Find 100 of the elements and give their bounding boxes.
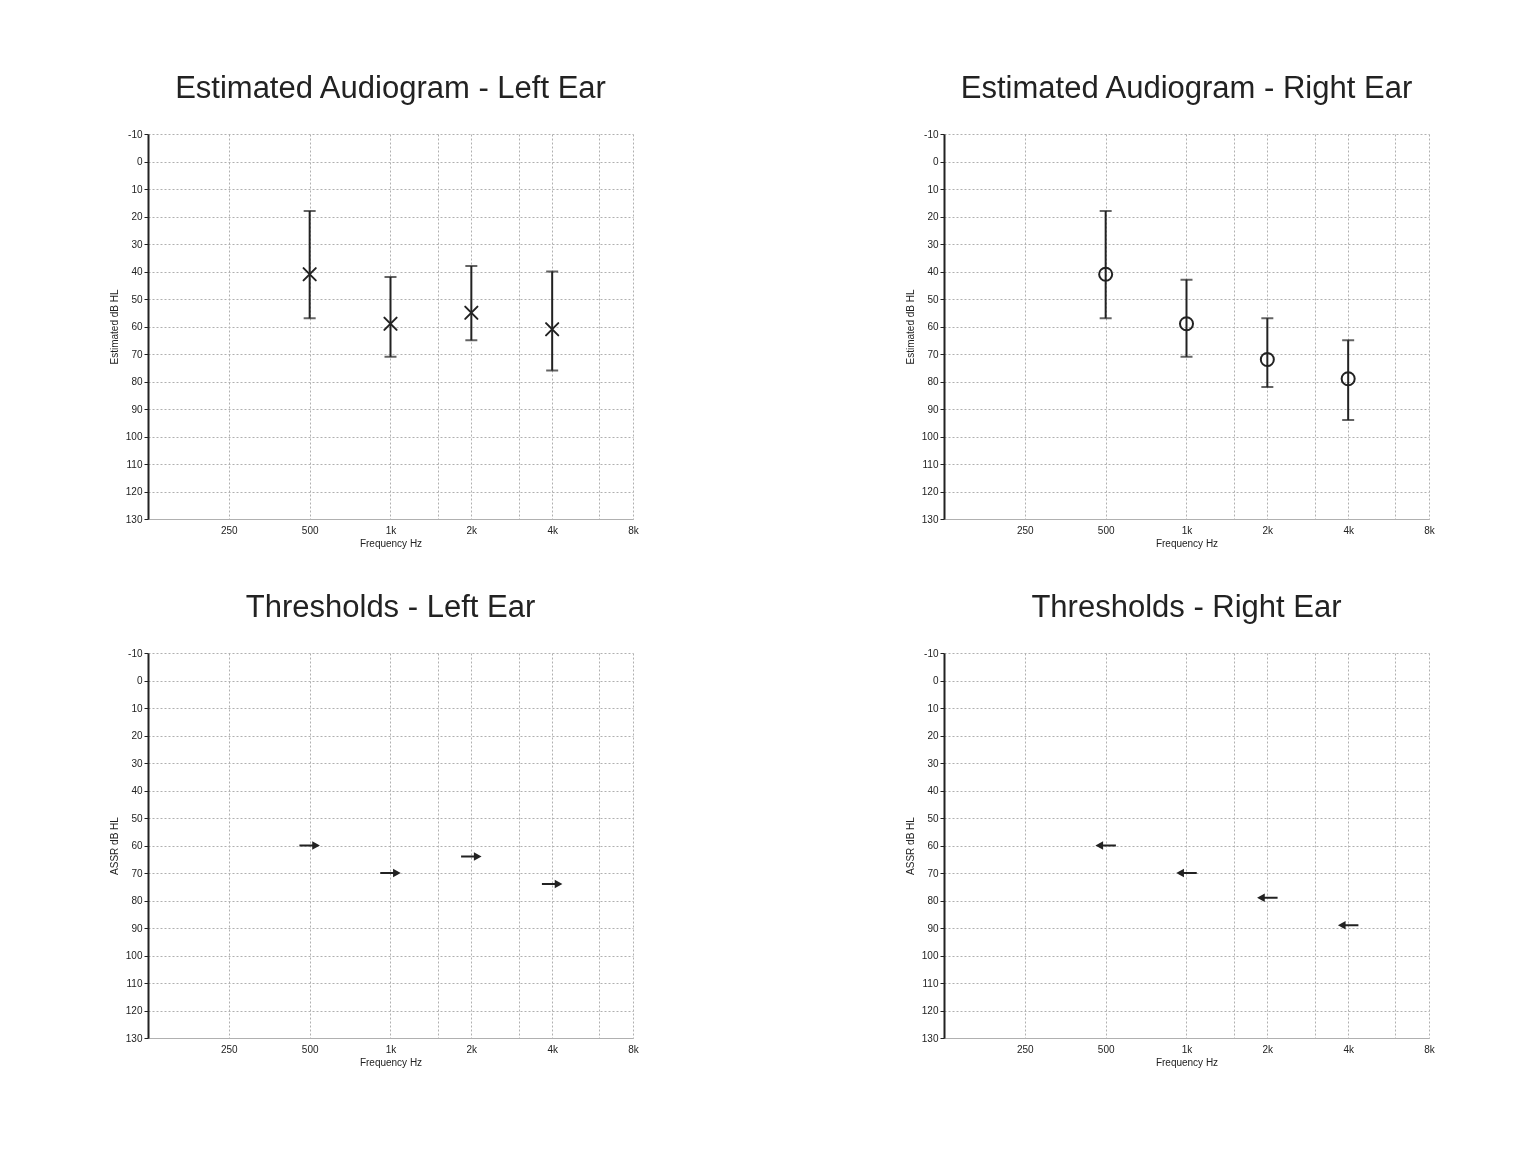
x-tick-label: 1k	[385, 1043, 398, 1055]
y-tick-label: 20	[131, 730, 143, 741]
y-tick-label: 70	[131, 867, 143, 879]
y-tick-label: 50	[927, 812, 939, 824]
point	[302, 267, 317, 282]
point	[1259, 351, 1275, 368]
y-tick-label: 80	[131, 376, 143, 387]
x-tick-label: 2k	[1262, 1043, 1275, 1055]
y-tick-label: 90	[131, 922, 143, 934]
x-tick-label: 2k	[466, 524, 479, 536]
y-tick-label: 0	[136, 156, 143, 167]
x-tick-label: 1k	[1181, 524, 1194, 536]
point	[1098, 266, 1114, 282]
x-tick-label: 4k	[1343, 524, 1355, 536]
y-tick-label: -10	[128, 647, 143, 659]
y-tick-label: 120	[125, 1005, 143, 1016]
y-tick-label: 100	[921, 431, 939, 442]
y-tick-label: -10	[128, 128, 143, 140]
y-tick-label: 80	[927, 895, 939, 906]
y-tick-label: 130	[125, 513, 143, 525]
y-tick-label: 60	[131, 840, 143, 851]
x-tick-label: 500	[301, 1043, 319, 1055]
x-tick-label: 8k	[1424, 524, 1436, 536]
y-tick-label: 0	[932, 675, 939, 686]
x-tick-label: 8k	[628, 1043, 640, 1055]
x-tick-label: 1k	[385, 524, 398, 536]
x-axis-title: Frequency Hz	[359, 537, 423, 549]
y-tick-label: 50	[927, 293, 939, 305]
y-tick-label: 10	[131, 183, 143, 195]
y-tick-label: 60	[927, 840, 939, 851]
chart-title: Estimated Audiogram - Left Ear	[175, 70, 606, 105]
x-tick-label: 250	[220, 1043, 239, 1055]
y-axis-title: Estimated dB HL	[108, 289, 120, 365]
y-tick-label: 60	[131, 321, 143, 332]
y-tick-label: 90	[927, 922, 939, 934]
y-tick-label: -10	[924, 128, 939, 140]
point	[1340, 371, 1356, 387]
y-tick-label: 30	[131, 757, 143, 769]
x-tick-label: 500	[1097, 1043, 1115, 1055]
x-tick-label: 4k	[547, 1043, 559, 1055]
y-tick-label: 130	[921, 513, 939, 525]
x-tick-label: 4k	[1343, 1043, 1355, 1055]
y-tick-label: 110	[922, 458, 939, 470]
y-tick-label: 120	[921, 1005, 939, 1016]
y-tick-label: 50	[131, 293, 143, 305]
y-tick-label: 60	[927, 321, 939, 332]
x-tick-label: 8k	[628, 524, 640, 536]
y-tick-label: 100	[125, 950, 143, 961]
point	[545, 322, 560, 337]
y-tick-label: 90	[131, 403, 143, 415]
x-tick-label: 2k	[1262, 524, 1275, 536]
y-tick-label: 40	[131, 785, 143, 796]
y-tick-label: 40	[927, 785, 939, 796]
y-tick-label: 110	[922, 977, 939, 989]
y-tick-label: 0	[136, 675, 143, 686]
point	[1178, 316, 1195, 332]
y-tick-label: 110	[126, 458, 143, 470]
y-tick-label: 70	[131, 348, 143, 360]
y-tick-label: 120	[921, 486, 939, 497]
x-axis-title: Frequency Hz	[359, 1056, 423, 1068]
y-tick-label: 20	[927, 211, 939, 222]
y-tick-label: 10	[927, 702, 939, 714]
point	[464, 305, 479, 320]
y-tick-label: 30	[131, 238, 143, 250]
y-tick-label: 100	[125, 431, 143, 442]
y-tick-label: -10	[924, 647, 939, 659]
x-tick-label: 250	[1016, 1043, 1035, 1055]
y-tick-label: 40	[131, 266, 143, 277]
x-tick-label: 4k	[547, 524, 559, 536]
y-tick-label: 80	[131, 895, 143, 906]
y-tick-label: 0	[932, 156, 939, 167]
point	[383, 316, 398, 331]
y-tick-label: 50	[131, 812, 143, 824]
y-tick-label: 20	[131, 211, 143, 222]
y-axis-title: ASSR dB HL	[904, 816, 916, 875]
y-tick-label: 120	[125, 486, 143, 497]
y-tick-label: 80	[927, 376, 939, 387]
y-tick-label: 10	[131, 702, 143, 714]
y-tick-label: 130	[921, 1032, 939, 1044]
chart-title: Estimated Audiogram - Right Ear	[960, 70, 1413, 105]
x-tick-label: 8k	[1424, 1043, 1436, 1055]
y-tick-label: 20	[927, 730, 939, 741]
y-tick-label: 90	[927, 403, 939, 415]
x-tick-label: 250	[1016, 524, 1035, 536]
x-axis-title: Frequency Hz	[1155, 537, 1219, 549]
y-axis-title: ASSR dB HL	[108, 816, 120, 875]
y-tick-label: 30	[927, 238, 939, 250]
y-tick-label: 100	[921, 950, 939, 961]
y-tick-label: 10	[927, 183, 939, 195]
x-tick-label: 500	[1097, 524, 1115, 536]
y-axis-title: Estimated dB HL	[904, 289, 916, 365]
y-tick-label: 70	[927, 867, 939, 879]
x-tick-label: 500	[301, 524, 319, 536]
x-tick-label: 2k	[466, 1043, 479, 1055]
x-tick-label: 250	[220, 524, 239, 536]
y-tick-label: 70	[927, 348, 939, 360]
x-axis-title: Frequency Hz	[1155, 1056, 1219, 1068]
y-tick-label: 110	[126, 977, 143, 989]
y-tick-label: 40	[927, 266, 939, 277]
y-tick-label: 30	[927, 757, 939, 769]
